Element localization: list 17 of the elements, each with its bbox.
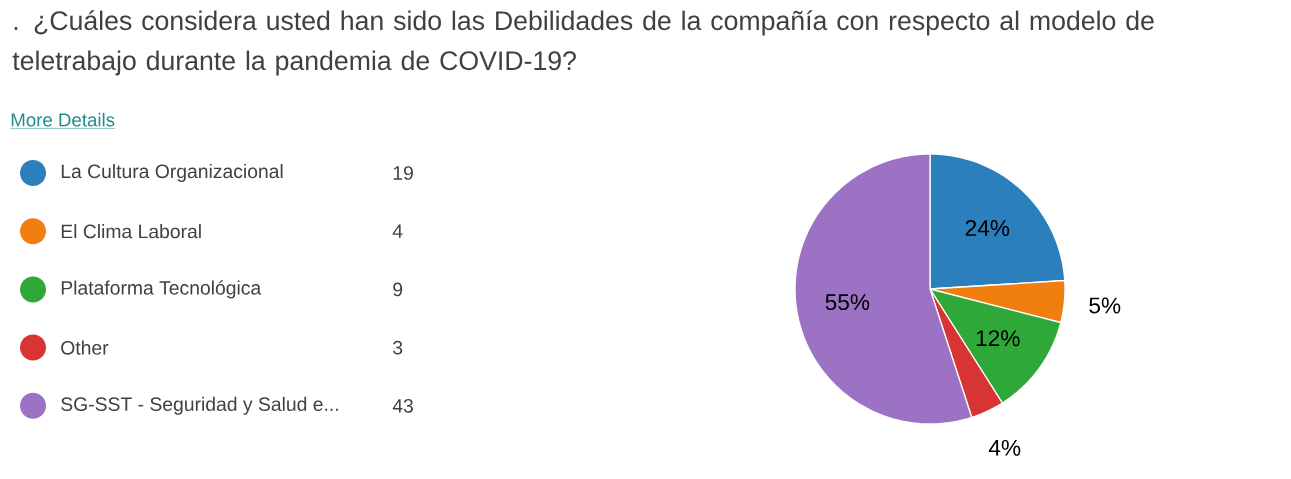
legend-label: SG-SST - Seguridad y Salud e...	[61, 396, 338, 415]
text: 19	[393, 166, 413, 180]
legend-label: La Cultura Organizacional	[61, 163, 283, 183]
data-label: 55%	[825, 294, 870, 311]
data-label: 4%	[988, 439, 1021, 456]
legend-label: Other	[61, 340, 109, 355]
text: 3	[393, 340, 403, 355]
data-label: 24%	[965, 220, 1010, 236]
legend-label: Plataforma Tecnológica	[61, 280, 262, 299]
text: 9	[393, 282, 403, 297]
data-label: 12%	[976, 330, 1020, 347]
text: 4	[392, 224, 403, 238]
data-label: 5%	[1089, 297, 1121, 314]
text: 43	[392, 398, 413, 413]
legend-label: El Clima Laboral	[61, 224, 201, 239]
chart-title: . ¿Cuáles considera usted han sido las Debilidades de la compañía con respecto al modelo de teletrabajo durante la pandemia de COVID-19?	[12, 10, 1154, 76]
text: More Details	[11, 112, 115, 127]
